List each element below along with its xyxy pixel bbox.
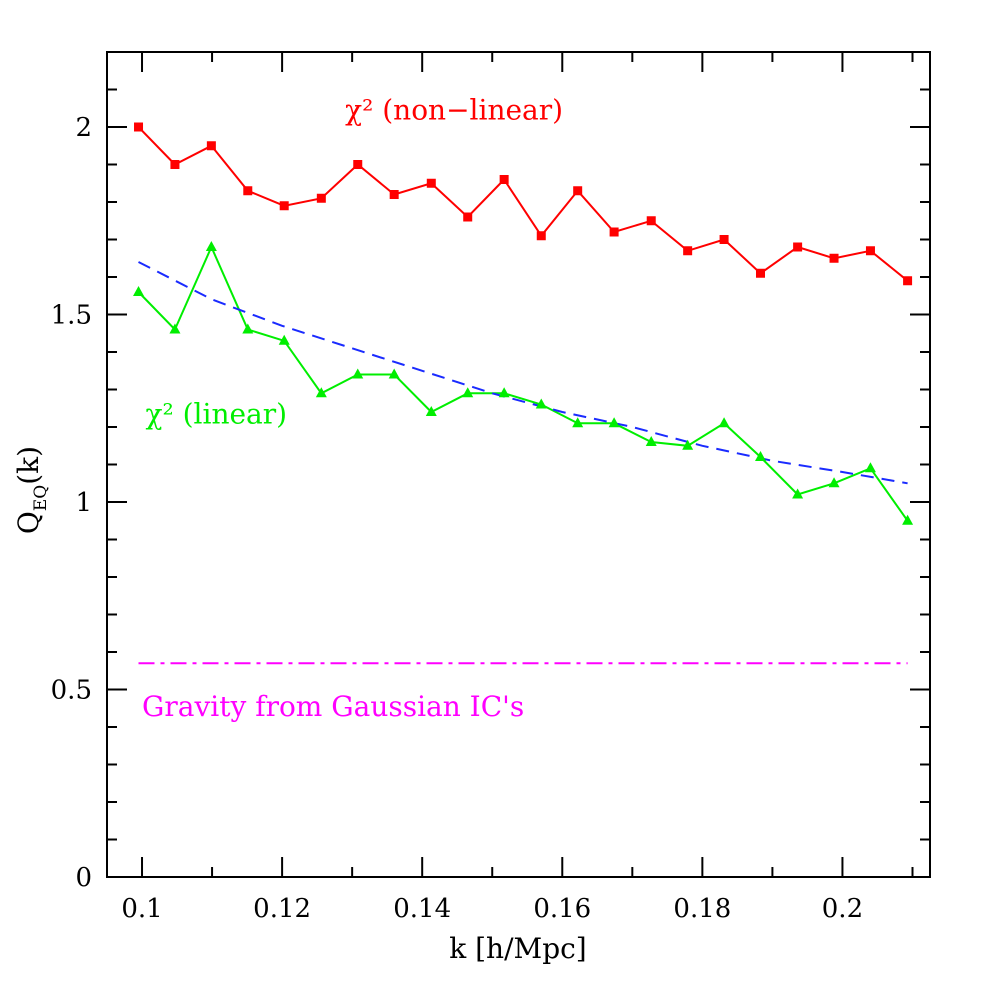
data-point-square: [573, 186, 583, 196]
data-point-square: [829, 253, 839, 263]
y-tick-label: 2: [75, 113, 92, 143]
data-point-square: [719, 235, 729, 244]
data-point-square: [646, 216, 656, 226]
axis-ticks: [107, 51, 930, 878]
data-point-square: [243, 186, 253, 196]
data-point-triangle: [278, 334, 290, 345]
data-point-triangle: [718, 417, 730, 428]
data-point-square: [865, 246, 875, 256]
y-axis-title: QEQ(k): [12, 446, 51, 534]
y-tick-label: 1.5: [51, 301, 92, 331]
data-point-square: [134, 122, 144, 132]
tick-labels: 0.1 0.12 0.14 0.16 0.18 0.2 0 0.5 1 1.5 2: [51, 113, 863, 924]
plot-frame: [106, 51, 931, 878]
plot-lines: [137, 126, 909, 665]
data-point-square: [389, 190, 399, 199]
annotation-nonlinear: χ² (non−linear): [345, 94, 563, 127]
x-tick-label: 0.18: [673, 894, 731, 924]
data-point-square: [463, 212, 473, 222]
data-point-triangle: [352, 368, 364, 379]
data-point-triangle: [169, 323, 181, 334]
annotation-linear: χ² (linear): [146, 397, 288, 430]
x-axis-title: k [h/Mpc]: [449, 932, 586, 965]
y-axis-title-sub: EQ: [31, 485, 51, 511]
x-tick-label: 0.1: [121, 894, 162, 924]
data-point-triangle: [462, 387, 474, 398]
data-point-triangle: [205, 241, 217, 251]
data-point-square: [499, 175, 509, 184]
series-line-linear: [137, 244, 909, 522]
y-axis-title-tail: (k): [12, 446, 45, 485]
data-point-square: [609, 227, 619, 237]
x-tick-label: 0.2: [822, 894, 863, 924]
data-point-square: [353, 160, 363, 169]
plot-markers: [133, 122, 914, 525]
data-point-triangle: [608, 417, 620, 428]
data-point-triangle: [754, 451, 766, 461]
series-line-fit: [138, 261, 908, 485]
data-point-square: [316, 193, 326, 203]
data-point-triangle: [498, 387, 510, 398]
data-point-triangle: [388, 368, 400, 379]
annotations: χ² (non−linear) χ² (linear) Gravity from G…: [142, 94, 563, 723]
data-point-triangle: [315, 387, 327, 398]
y-axis-title-main: Q: [12, 511, 45, 534]
data-point-triangle: [133, 286, 145, 296]
data-point-triangle: [792, 488, 804, 499]
data-point-triangle: [572, 417, 584, 428]
data-point-triangle: [902, 514, 914, 525]
y-tick-label: 1: [75, 488, 92, 518]
x-tick-label: 0.14: [393, 894, 451, 924]
data-point-square: [206, 141, 216, 151]
data-point-square: [170, 160, 180, 169]
data-point-triangle: [425, 406, 437, 416]
data-point-square: [683, 246, 693, 256]
data-point-triangle: [864, 462, 876, 473]
data-point-square: [755, 268, 765, 278]
data-point-triangle: [645, 436, 657, 446]
y-tick-label: 0.5: [51, 676, 92, 706]
x-tick-label: 0.12: [253, 894, 311, 924]
data-point-square: [426, 178, 436, 188]
data-point-square: [536, 231, 546, 241]
x-tick-label: 0.16: [533, 894, 591, 924]
data-point-triangle: [828, 477, 840, 488]
data-point-square: [903, 276, 913, 286]
data-point-square: [279, 201, 289, 211]
svg-text:QEQ(k): QEQ(k): [12, 446, 51, 534]
data-point-triangle: [242, 323, 254, 334]
data-point-triangle: [535, 398, 547, 409]
y-tick-label: 0: [75, 863, 92, 893]
data-point-square: [793, 242, 803, 252]
data-point-triangle: [682, 439, 694, 450]
series-line-nonlinear: [137, 126, 909, 282]
annotation-gaussian: Gravity from Gaussian IC's: [142, 690, 524, 723]
